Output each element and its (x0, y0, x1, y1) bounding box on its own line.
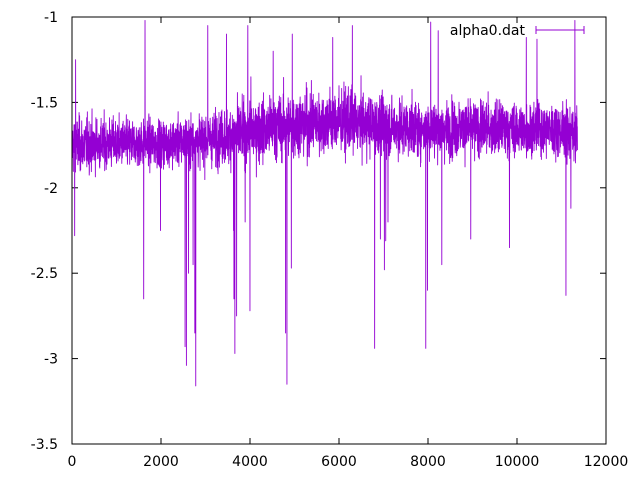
legend: alpha0.dat (450, 23, 585, 39)
legend-label: alpha0.dat (450, 23, 526, 39)
x-tick-label: 0 (68, 454, 77, 470)
y-tick-label: -2.5 (31, 266, 58, 282)
series-alpha0 (71, 19, 578, 387)
x-tick-label: 8000 (410, 454, 446, 470)
plot-frame (71, 16, 607, 445)
y-axis-ticks: -3.5 -3 -2.5 -2 -1.5 -1 (31, 10, 606, 453)
x-tick-label: 6000 (321, 454, 357, 470)
x-tick-label: 12000 (584, 454, 629, 470)
y-tick-label: -2 (44, 181, 58, 197)
y-tick-label: -1 (44, 10, 58, 26)
y-tick-label: -3 (44, 352, 58, 368)
x-tick-label: 2000 (143, 454, 179, 470)
series-line-alpha0 (71, 19, 578, 387)
y-tick-label: -1.5 (31, 95, 58, 111)
x-tick-label: 10000 (495, 454, 540, 470)
y-tick-label: -3.5 (31, 437, 58, 453)
x-tick-label: 4000 (232, 454, 268, 470)
x-axis-ticks: 0 2000 4000 6000 8000 10000 12000 (68, 17, 629, 470)
